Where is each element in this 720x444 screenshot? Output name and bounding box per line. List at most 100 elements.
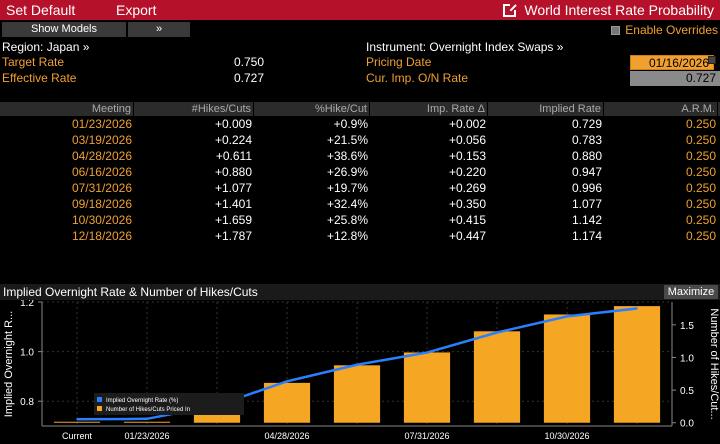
implied-rate-point <box>76 418 78 421</box>
imp-rate-delta-value: +0.415 <box>448 213 486 227</box>
implied-rate-value: 0.880 <box>571 149 602 163</box>
pct-hike-cut-value: +38.6% <box>326 149 368 163</box>
legend-label-bar: Number of Hikes/Cuts Priced In <box>106 407 190 413</box>
x-tick-label: Current <box>62 431 93 441</box>
window-title: World Interest Rate Probability <box>503 0 714 20</box>
hikes-bar <box>53 421 101 423</box>
y-right-tick-label: 1.5 <box>680 321 694 332</box>
effective-rate-value: 0.727 <box>234 71 265 85</box>
hikes-bar <box>473 331 521 423</box>
arm-value: 0.250 <box>685 197 716 211</box>
pct-hike-cut-value: +32.4% <box>326 197 368 211</box>
col-header-implied-rate[interactable]: Implied Rate <box>488 102 604 116</box>
pricing-date-label: Pricing Date <box>366 55 432 69</box>
pct-hike-cut-value: +21.5% <box>326 133 368 147</box>
hikes-cuts-value: +0.009 <box>214 117 252 131</box>
cur-imp-rate-label: Cur. Imp. O/N Rate <box>366 71 469 85</box>
pct-hike-cut-value: +26.9% <box>326 165 368 179</box>
meeting-date: 12/18/2026 <box>71 229 132 243</box>
x-tick-label: 04/28/2026 <box>264 431 309 441</box>
implied-rate-point <box>566 315 568 318</box>
hikes-cuts-value: +1.787 <box>214 229 252 243</box>
export-button[interactable]: Export <box>116 2 157 18</box>
implied-rate-point <box>146 418 148 420</box>
target-rate-label: Target Rate <box>2 55 65 69</box>
chart-svg: 0.8 1.0 1.2 0.0 0.5 1.0 1.5 Current 01/23/2026 04… <box>3 298 720 441</box>
table-row[interactable]: 01/23/2026 +0.009 +0.9% +0.002 0.729 0.250 <box>0 116 720 132</box>
chart-header: Implied Overnight Rate & Number of Hikes… <box>0 284 720 300</box>
probability-table: Meeting #Hikes/Cuts %Hike/Cut Imp. Rate … <box>0 102 720 244</box>
implied-rate-value: 1.077 <box>571 197 602 211</box>
table-body: 01/23/2026 +0.009 +0.9% +0.002 0.729 0.250 03/… <box>0 116 720 244</box>
y-right-axis-title: Number of Hikes/Cut... <box>708 308 720 419</box>
y-tick-label: 1.2 <box>20 300 34 309</box>
instrument-selector[interactable]: Instrument: Overnight Index Swaps » <box>366 40 564 54</box>
table-row[interactable]: 10/30/2026 +1.659 +25.8% +0.415 1.142 0.250 <box>0 212 720 228</box>
meeting-date: 01/23/2026 <box>71 117 132 131</box>
hikes-cuts-value: +0.611 <box>215 149 252 163</box>
imp-rate-delta-value: +0.002 <box>448 117 486 131</box>
table-row[interactable]: 03/19/2026 +0.224 +21.5% +0.056 0.783 0.250 <box>0 132 720 148</box>
controls-row: Show Models » Enable Overrides <box>0 22 720 38</box>
arm-value: 0.250 <box>685 181 716 195</box>
arm-value: 0.250 <box>685 213 716 227</box>
top-toolbar: Set Default Export World Interest Rate P… <box>0 0 720 20</box>
implied-rate-value: 1.142 <box>571 213 602 227</box>
y-right-tick-label: 1.0 <box>680 353 694 364</box>
pct-hike-cut-value: +0.9% <box>333 117 368 131</box>
target-rate-value: 0.750 <box>234 55 265 69</box>
legend-box <box>94 393 244 415</box>
external-link-icon[interactable] <box>503 2 518 17</box>
hikes-bar <box>263 382 311 423</box>
imp-rate-delta-value: +0.153 <box>448 149 486 163</box>
enable-overrides-checkbox[interactable] <box>611 25 621 35</box>
meeting-date: 09/18/2026 <box>71 197 132 211</box>
col-header-meeting[interactable]: Meeting <box>0 102 134 116</box>
legend-swatch-bar <box>97 406 102 411</box>
meeting-date: 07/31/2026 <box>71 181 132 195</box>
col-header-imp-rate-delta[interactable]: Imp. Rate Δ <box>370 102 488 116</box>
expand-arrows-button[interactable]: » <box>128 22 190 37</box>
hikes-cuts-value: +0.880 <box>214 165 252 179</box>
pct-hike-cut-value: +12.8% <box>326 229 368 243</box>
col-header-pct-hike-cut[interactable]: %Hike/Cut <box>254 102 370 116</box>
arm-value: 0.250 <box>685 133 716 147</box>
table-row[interactable]: 07/31/2026 +1.077 +19.7% +0.269 0.996 0.250 <box>0 180 720 196</box>
implied-rate-point <box>286 380 288 383</box>
maximize-button[interactable]: Maximize <box>664 285 718 299</box>
pct-hike-cut-value: +25.8% <box>326 213 368 227</box>
implied-rate-value: 0.996 <box>571 181 602 195</box>
enable-overrides-label: Enable Overrides <box>625 23 718 37</box>
enable-overrides-toggle[interactable]: Enable Overrides <box>611 22 718 38</box>
table-row[interactable]: 04/28/2026 +0.611 +38.6% +0.153 0.880 0.250 <box>0 148 720 164</box>
hikes-cuts-value: +1.077 <box>214 181 252 195</box>
table-row[interactable]: 06/16/2026 +0.880 +26.9% +0.220 0.947 0.250 <box>0 164 720 180</box>
chart-area: 0.8 1.0 1.2 0.0 0.5 1.0 1.5 Current 01/23/2026 04… <box>0 298 720 444</box>
arm-value: 0.250 <box>685 149 716 163</box>
col-header-arm[interactable]: A.R.M. <box>604 102 718 116</box>
implied-rate-point <box>496 331 498 334</box>
set-default-button[interactable]: Set Default <box>6 2 76 18</box>
meeting-date: 10/30/2026 <box>71 213 132 227</box>
implied-rate-value: 1.174 <box>571 229 602 243</box>
imp-rate-delta-value: +0.447 <box>448 229 486 243</box>
date-picker-icon[interactable] <box>708 56 716 64</box>
imp-rate-delta-value: +0.350 <box>448 197 486 211</box>
table-header: Meeting #Hikes/Cuts %Hike/Cut Imp. Rate … <box>0 102 720 116</box>
arm-value: 0.250 <box>685 165 716 179</box>
table-row[interactable]: 09/18/2026 +1.401 +32.4% +0.350 1.077 0.250 <box>0 196 720 212</box>
x-tick-label: 01/23/2026 <box>124 431 169 441</box>
meeting-date: 06/16/2026 <box>71 165 132 179</box>
window-title-text: World Interest Rate Probability <box>524 2 714 18</box>
meeting-date: 04/28/2026 <box>71 149 132 163</box>
table-row[interactable]: 12/18/2026 +1.787 +12.8% +0.447 1.174 0.250 <box>0 228 720 244</box>
col-header-hikes-cuts[interactable]: #Hikes/Cuts <box>134 102 254 116</box>
hikes-bar <box>403 352 451 423</box>
show-models-button[interactable]: Show Models <box>2 22 126 37</box>
legend-swatch-line <box>97 397 102 402</box>
implied-rate-value: 0.729 <box>571 117 602 131</box>
pricing-date-input[interactable]: 01/16/2026 <box>630 55 714 70</box>
region-selector[interactable]: Region: Japan » <box>2 40 90 54</box>
implied-rate-point <box>356 363 358 366</box>
implied-rate-point <box>426 351 428 354</box>
